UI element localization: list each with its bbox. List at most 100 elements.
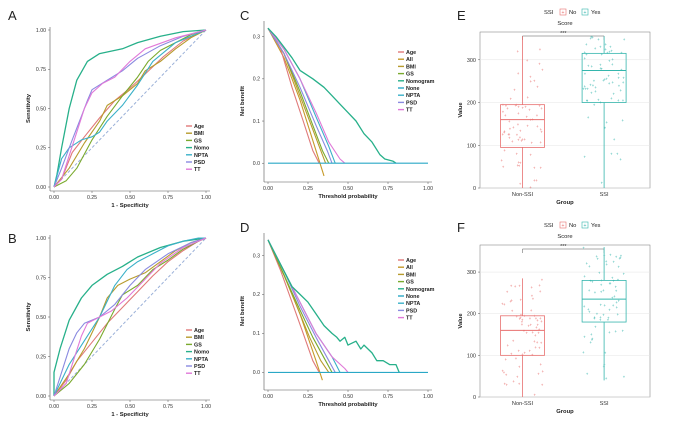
y-tick-label: 1.00 [36,28,46,34]
data-point: + [505,372,508,377]
data-point: + [587,115,590,120]
data-point: + [594,85,597,90]
data-point: + [589,36,592,41]
data-point: + [502,109,505,114]
legend-key-glyph-yes: + [584,10,587,16]
data-point: + [603,364,606,369]
data-point: + [516,152,519,157]
data-point: + [615,255,618,260]
data-point: + [508,119,511,124]
data-point: + [604,351,607,356]
data-point: + [591,280,594,285]
data-point: + [620,68,623,73]
x-tick-label: 0.00 [49,195,59,201]
data-point: + [586,98,589,103]
data-point: + [526,115,529,120]
x-tick-label: Non-SSI [512,192,534,198]
box-chart-f: 0 100 200 300 Non-SSI SSI Group Value SSI + No + Yes… [458,221,651,415]
data-point: + [502,103,505,108]
data-point: + [604,47,607,52]
data-point: + [536,318,539,323]
series-line-nomogram [267,239,400,373]
legend-label-psd: PSD [194,160,205,166]
data-point: + [589,279,592,284]
y-tick-label: 200 [467,101,476,107]
data-point: + [622,98,625,103]
data-point: + [590,34,593,39]
legend-label-bmi: BMI [194,131,204,137]
data-point: + [603,362,606,367]
y-tick-label: 300 [467,58,476,64]
data-point: + [539,289,542,294]
data-point: + [622,80,625,85]
data-point: + [530,79,533,84]
y-tick-label: 0.2 [253,77,260,83]
data-point: + [600,290,603,295]
data-point: + [536,124,539,129]
data-point: + [622,75,625,80]
series-line-bmi [53,29,207,188]
panel-label-b: B [8,231,17,246]
data-point: + [594,290,597,295]
data-point: + [539,47,542,52]
series-line-all [267,27,325,177]
x-tick-label: Non-SSI [512,401,534,407]
data-point: + [515,356,518,361]
data-point: + [599,317,602,322]
data-point: + [519,317,522,322]
data-point: + [510,351,513,356]
data-point: + [603,303,606,308]
legend-label-yes: Yes [591,10,601,16]
data-point: + [584,84,587,89]
y-tick-label: 0.1 [253,331,260,337]
data-point: + [613,294,616,299]
data-point: + [585,42,588,47]
series-line-nomogram [267,27,397,164]
data-point: + [502,368,505,373]
legend-label-no: No [569,223,576,229]
y-tick-label: 0.25 [36,354,46,360]
data-point: + [600,282,603,287]
data-point: + [532,296,535,301]
legend-label-nomogram: Nomogram [406,79,435,85]
data-point: + [582,86,585,91]
data-point: + [604,77,607,82]
panel-label-d: D [240,220,249,235]
data-point: + [519,135,522,140]
data-point: + [593,79,596,84]
x-tick-label: 0.25 [87,195,97,201]
data-point: + [512,339,515,344]
data-point: + [525,330,528,335]
legend-label-gs: GS [194,138,202,144]
data-point: + [531,352,534,357]
data-point: + [588,264,591,269]
y-axis-label: Value [458,102,464,118]
series-line-npta [53,237,206,397]
data-point: + [520,313,523,318]
legend-label-all: All [406,57,413,63]
x-tick-label: SSI [600,401,609,407]
series-line-psd [53,29,207,188]
data-point: + [605,376,608,381]
data-point: + [502,132,505,137]
data-point: + [540,340,543,345]
data-point: + [509,299,512,304]
data-point: + [531,330,534,335]
data-point: + [586,261,589,266]
data-point: + [542,369,545,374]
y-tick-label: 0.75 [36,67,46,73]
data-point: + [586,98,589,103]
data-point: + [590,340,593,345]
y-tick-label: 0.2 [253,292,260,298]
data-point: + [609,281,612,286]
data-point: + [514,284,517,289]
data-point: + [608,307,611,312]
data-point: + [585,86,588,91]
data-point: + [521,318,524,323]
legend-label-age: Age [406,50,416,56]
data-point: + [623,271,626,276]
data-point: + [617,98,620,103]
data-point: + [619,255,622,260]
data-point: + [540,319,543,324]
y-tick-label: 0.00 [36,185,46,191]
